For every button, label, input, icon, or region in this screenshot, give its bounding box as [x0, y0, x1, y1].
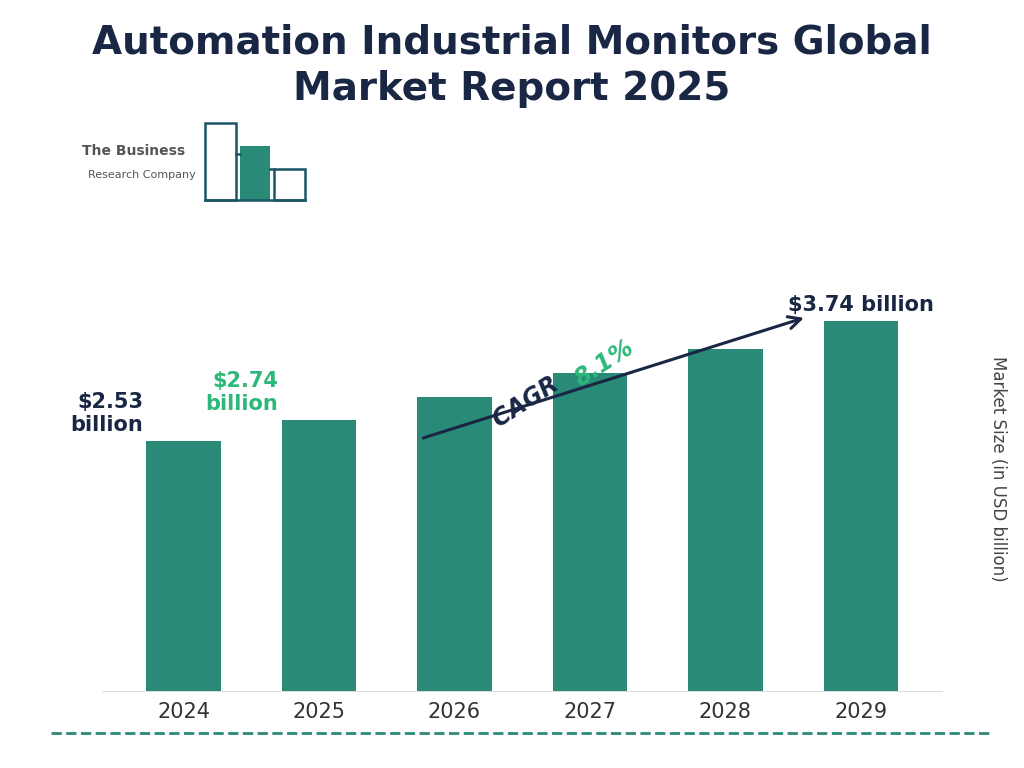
Bar [418, 397, 492, 691]
Text: $2.74
billion: $2.74 billion [206, 371, 279, 414]
Text: $2.53
billion: $2.53 billion [71, 392, 143, 435]
Bar [146, 441, 221, 691]
Bar [205, 123, 236, 200]
Text: CAGR: CAGR [488, 367, 569, 432]
Bar [823, 321, 898, 691]
Text: Automation Industrial Monitors Global
Market Report 2025: Automation Industrial Monitors Global Ma… [92, 23, 932, 108]
Text: The Business: The Business [82, 144, 185, 157]
Bar [282, 420, 356, 691]
Bar [240, 146, 270, 200]
Text: Market Size (in USD billion): Market Size (in USD billion) [989, 356, 1008, 581]
Bar [553, 373, 627, 691]
Text: 8.1%: 8.1% [570, 336, 638, 391]
Text: Research Company: Research Company [88, 170, 196, 180]
Bar [274, 169, 305, 200]
Text: $3.74 billion: $3.74 billion [787, 295, 934, 315]
Bar [688, 349, 763, 691]
